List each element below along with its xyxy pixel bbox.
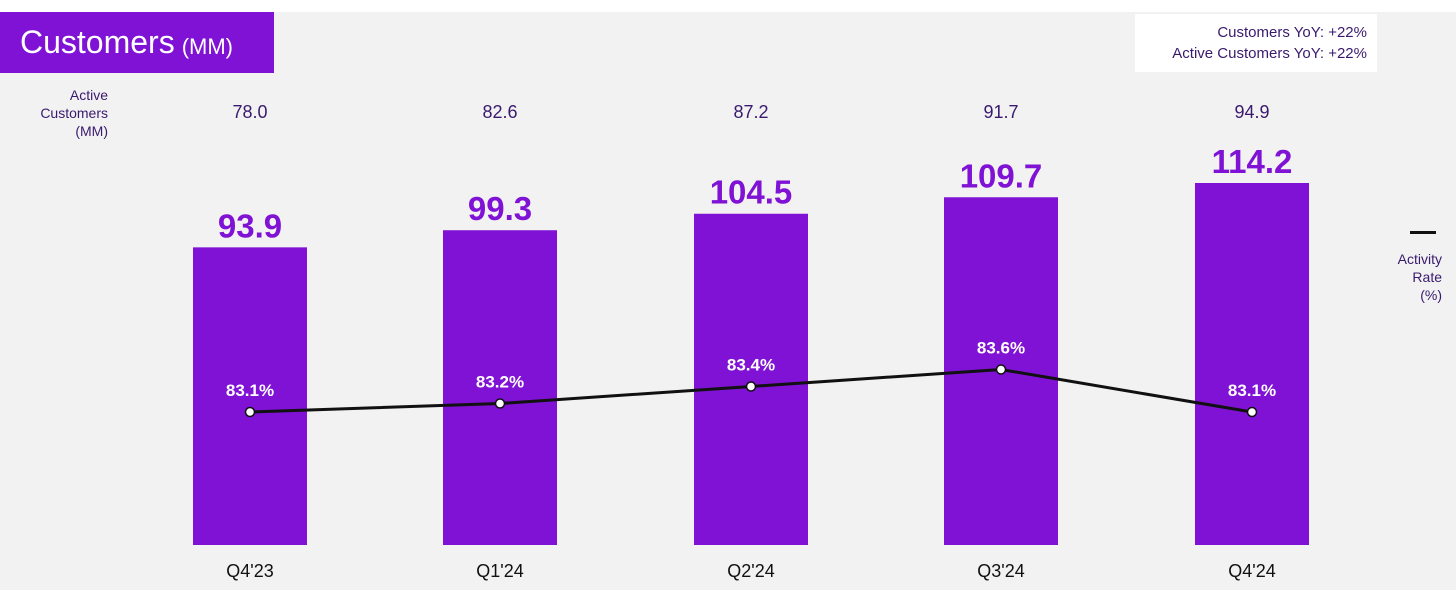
bar-value-label: 99.3 bbox=[468, 190, 532, 227]
activity-rate-label: 83.4% bbox=[727, 356, 775, 375]
active-label-line: Customers bbox=[40, 105, 108, 121]
bar-value-label: 93.9 bbox=[218, 207, 282, 244]
customer-bar bbox=[443, 230, 557, 545]
active-customers-value: 78.0 bbox=[232, 102, 267, 122]
activity-rate-point bbox=[244, 406, 256, 418]
active-label-line: Active bbox=[69, 87, 108, 103]
yoy-summary-box: Customers YoY: +22% Active Customers YoY… bbox=[1135, 14, 1377, 72]
x-axis-tick-label: Q1'24 bbox=[476, 561, 523, 581]
bar-value-label: 109.7 bbox=[960, 157, 1043, 194]
customer-bar bbox=[1195, 183, 1309, 545]
activity-label-line: Rate bbox=[1412, 269, 1442, 285]
customer-bar bbox=[694, 213, 808, 546]
active-customers-axis-label: Active Customers (MM) bbox=[12, 86, 108, 140]
activity-label-line: Activity bbox=[1397, 251, 1442, 267]
x-axis-tick-label: Q2'24 bbox=[727, 561, 774, 581]
chart-title: Customers (MM) bbox=[0, 12, 274, 73]
activity-rate-point bbox=[745, 381, 757, 392]
activity-label-line: (%) bbox=[1420, 287, 1442, 303]
active-customers-value: 94.9 bbox=[1234, 102, 1269, 122]
activity-rate-legend-label: Activity Rate (%) bbox=[1370, 250, 1442, 304]
customers-yoy: Customers YoY: +22% bbox=[1217, 24, 1367, 41]
activity-rate-label: 83.6% bbox=[977, 339, 1025, 358]
title-main: Customers bbox=[20, 24, 175, 60]
activity-rate-label: 83.1% bbox=[1228, 381, 1276, 400]
activity-rate-point bbox=[1246, 406, 1258, 418]
x-axis-tick-label: Q3'24 bbox=[977, 561, 1024, 581]
active-customers-value: 91.7 bbox=[983, 102, 1018, 122]
active-customers-value: 82.6 bbox=[482, 102, 517, 122]
bar-value-label: 104.5 bbox=[710, 174, 793, 211]
activity-rate-label: 83.2% bbox=[476, 373, 524, 392]
active-customers-yoy: Active Customers YoY: +22% bbox=[1172, 45, 1367, 62]
bar-value-label: 114.2 bbox=[1212, 143, 1293, 180]
title-unit: (MM) bbox=[181, 33, 234, 59]
active-customers-value: 87.2 bbox=[733, 102, 768, 122]
activity-rate-point bbox=[995, 364, 1007, 375]
activity-rate-legend-line bbox=[1410, 231, 1436, 234]
active-label-line: (MM) bbox=[75, 123, 108, 139]
activity-rate-point bbox=[494, 398, 506, 409]
activity-rate-label: 83.1% bbox=[226, 381, 274, 400]
x-axis-tick-label: Q4'23 bbox=[226, 561, 273, 581]
customer-bar bbox=[193, 247, 307, 545]
x-axis-tick-label: Q4'24 bbox=[1228, 561, 1275, 581]
